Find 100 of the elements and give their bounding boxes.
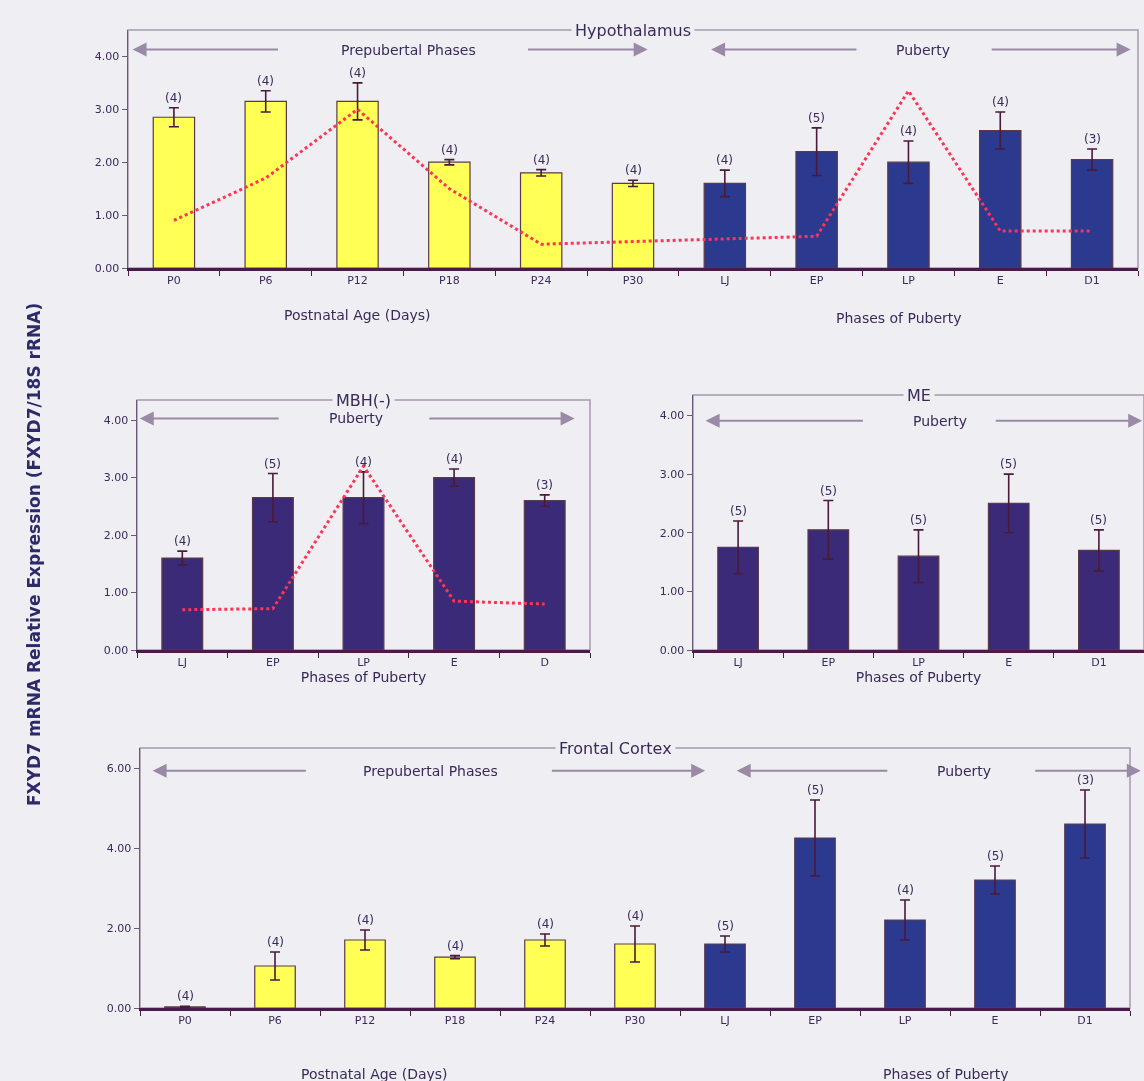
- x-tick-label: LP: [902, 274, 916, 288]
- y-tick-label: 1.00: [659, 585, 685, 599]
- x-tick-label: P12: [354, 1014, 376, 1028]
- bar: [433, 476, 476, 650]
- x-tick-label: D1: [1091, 656, 1107, 670]
- annotation: (4): [355, 455, 372, 469]
- y-tick-label: 2.00: [659, 526, 685, 540]
- annotation: (5): [808, 111, 825, 125]
- x-axis-title: Postnatal Age (Days): [284, 307, 431, 323]
- y-tick-label: 1.00: [103, 586, 129, 600]
- x-tick-label: P24: [530, 274, 552, 288]
- annotation: (4): [174, 534, 191, 548]
- bar: [887, 161, 930, 268]
- y-tick-label: 3.00: [103, 471, 129, 485]
- annotation: Prepubertal Phases: [341, 42, 476, 58]
- x-tick-label: P24: [534, 1014, 556, 1028]
- bar: [897, 555, 940, 650]
- x-tick-label: E: [1005, 656, 1013, 670]
- x-tick-label: LJ: [733, 656, 743, 670]
- x-tick-label: P0: [167, 274, 181, 288]
- y-tick-label: 2.00: [106, 921, 132, 935]
- bar: [244, 100, 287, 268]
- bar: [1064, 823, 1106, 1008]
- y-tick-label: 4.00: [106, 841, 132, 855]
- annotation: (4): [446, 452, 463, 466]
- y-tick-label: 2.00: [103, 528, 129, 542]
- bar: [524, 939, 566, 1008]
- x-tick-label: P30: [622, 274, 644, 288]
- chart-title: MBH(-): [336, 391, 392, 410]
- bar: [1070, 158, 1114, 268]
- bar: [344, 939, 386, 1008]
- y-tick-label: 0.00: [94, 261, 120, 275]
- x-tick-label: E: [996, 274, 1004, 288]
- x-tick-label: EP: [808, 1014, 823, 1028]
- bar: [979, 129, 1022, 268]
- text: Phases of Puberty: [836, 310, 962, 326]
- annotation: (3): [1084, 132, 1101, 146]
- annotation: (4): [537, 917, 554, 931]
- bar: [614, 943, 656, 1008]
- chart-title: ME: [907, 386, 931, 405]
- x-tick-label: LJ: [177, 656, 187, 670]
- annotation: Puberty: [913, 413, 968, 429]
- bar: [611, 182, 655, 268]
- annotation: (4): [267, 935, 284, 949]
- bar: [152, 116, 196, 268]
- y-tick-label: 0.00: [103, 643, 129, 657]
- bar: [342, 497, 385, 650]
- x-tick-label: LP: [898, 1014, 912, 1028]
- x-tick-label: EP: [809, 274, 824, 288]
- annotation: (5): [1090, 513, 1107, 527]
- annotation: (4): [897, 883, 914, 897]
- bar: [519, 172, 563, 268]
- bar: [251, 497, 294, 650]
- x-tick-label: D: [540, 656, 549, 670]
- bar: [703, 182, 747, 268]
- x-tick-label: E: [450, 656, 458, 670]
- bar: [717, 546, 759, 650]
- x-tick-label: P18: [439, 274, 460, 288]
- x-tick-label: E: [991, 1014, 999, 1028]
- text: Phases of Puberty: [883, 1066, 1009, 1081]
- annotation: (5): [910, 513, 927, 527]
- bar: [884, 919, 926, 1008]
- y-tick-label: 0.00: [106, 1001, 132, 1015]
- annotation: (5): [987, 849, 1004, 863]
- annotation: Puberty: [937, 763, 992, 779]
- annotation: (4): [900, 124, 917, 138]
- y-tick-label: 4.00: [94, 50, 120, 64]
- bar: [704, 943, 746, 1008]
- x-tick-label: LJ: [720, 274, 730, 288]
- x-tick-label: LP: [912, 656, 926, 670]
- annotation: (4): [447, 939, 464, 953]
- annotation: (4): [257, 74, 274, 88]
- y-tick-label: 1.00: [94, 208, 120, 222]
- annotation: (4): [625, 163, 642, 177]
- y-tick-label: 4.00: [103, 413, 129, 427]
- annotation: (4): [177, 989, 194, 1003]
- annotation: (5): [820, 484, 837, 498]
- annotation: (4): [349, 66, 366, 80]
- bar: [795, 151, 838, 268]
- bar: [161, 557, 204, 650]
- x-tick-label: D1: [1077, 1014, 1093, 1028]
- annotation: (5): [807, 783, 824, 797]
- x-axis-title: Phases of Puberty: [855, 669, 982, 686]
- annotation: (3): [536, 478, 553, 492]
- chart-title: Frontal Cortex: [559, 739, 672, 758]
- x-tick-label: LJ: [720, 1014, 730, 1028]
- annotation: (4): [165, 91, 182, 105]
- y-tick-label: 4.00: [659, 409, 685, 423]
- x-tick-label: P6: [258, 274, 273, 288]
- annotation: (3): [1077, 773, 1094, 787]
- bar: [434, 956, 476, 1008]
- annotation: Puberty: [896, 42, 951, 58]
- x-tick-label: EP: [821, 656, 836, 670]
- y-axis-title: FXYD7 mRNA Relative Expression (FXYD7/18S rRNA): [24, 302, 44, 806]
- x-axis-title: Postnatal Age (Days): [301, 1066, 448, 1081]
- annotation: (4): [441, 143, 458, 157]
- x-tick-label: LP: [357, 656, 371, 670]
- bar: [523, 499, 566, 650]
- annotation: Prepubertal Phases: [363, 763, 498, 779]
- x-tick-label: P30: [624, 1014, 646, 1028]
